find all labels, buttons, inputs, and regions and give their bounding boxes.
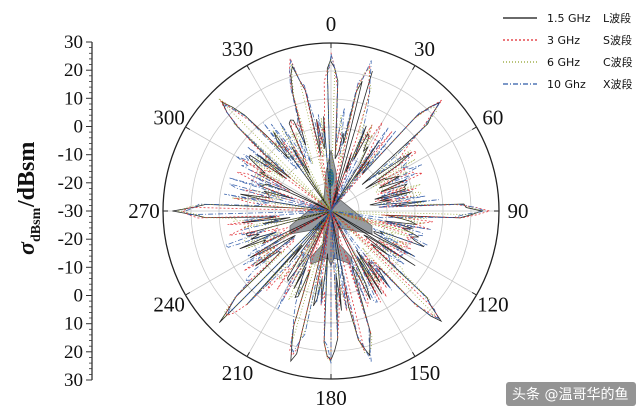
angle-tick-label: 210 <box>222 361 254 385</box>
legend-band: S波段 <box>603 33 632 47</box>
legend-label: 3 GHz <box>547 34 580 47</box>
radial-tick-label: -10 <box>58 257 83 278</box>
angle-tick-label: 270 <box>128 199 160 223</box>
angle-tick-label: 180 <box>315 386 347 410</box>
radial-tick-label: -30 <box>58 201 83 222</box>
angle-tick-mark <box>185 126 191 130</box>
angle-tick-mark <box>246 65 250 71</box>
legend-label: 6 GHz <box>547 56 580 69</box>
legend-label: 10 Ghz <box>547 78 586 91</box>
angle-tick-mark <box>412 65 416 71</box>
radial-tick-label: 20 <box>64 60 83 81</box>
angle-tick-label: 120 <box>477 293 509 317</box>
series-layer <box>172 52 492 364</box>
legend-label: 1.5 GHz <box>547 12 591 25</box>
grid-spoke <box>330 210 416 357</box>
angle-tick-label: 240 <box>153 293 185 317</box>
angle-tick-label: 150 <box>409 361 441 385</box>
grid-spoke <box>185 126 332 212</box>
angle-tick-label: 90 <box>508 199 529 223</box>
radial-tick-label: 30 <box>64 370 83 391</box>
legend-band: L波段 <box>603 11 631 25</box>
series-line <box>177 57 484 363</box>
radial-tick-label: 30 <box>64 32 83 53</box>
watermark: 头条 @温哥华的鱼 <box>506 382 636 406</box>
radial-tick-label: 10 <box>64 88 83 109</box>
angle-tick-mark <box>471 126 477 130</box>
angle-tick-label: 60 <box>482 106 503 130</box>
y-axis-unit: /dBsm <box>14 142 40 208</box>
radial-tick-label: 0 <box>74 286 84 307</box>
angle-tick-mark <box>246 351 250 357</box>
aircraft-canopy <box>328 169 334 187</box>
radial-tick-label: -20 <box>58 229 83 250</box>
radial-axis: 30 20 10 0 -10 -20 -30 -20 -10 0 10 20 30 <box>58 32 93 391</box>
legend: 1.5 GHz L波段 3 GHz S波段 6 GHz C波段 10 Ghz X波段 <box>503 11 633 91</box>
legend-band: X波段 <box>603 77 633 91</box>
angle-tick-label: 0 <box>326 12 337 36</box>
radial-tick-label: -10 <box>58 145 83 166</box>
y-axis-subscript: dBsm <box>29 207 44 242</box>
y-axis-symbol: σ <box>14 241 40 255</box>
angle-tick-mark <box>185 292 191 296</box>
series-line <box>172 58 484 363</box>
series-line <box>181 52 492 362</box>
watermark-bg <box>506 382 636 406</box>
angle-tick-labels: 0 30 60 90 120 150 180 210 240 270 300 330 <box>128 12 528 410</box>
y-axis-label: σ dBsm /dBsm <box>14 142 44 255</box>
radial-tick-label: 20 <box>64 342 83 363</box>
legend-band: C波段 <box>603 55 633 69</box>
watermark-text: 头条 @温哥华的鱼 <box>512 386 628 403</box>
angle-tick-label: 30 <box>414 37 435 61</box>
angle-tick-label: 330 <box>222 37 254 61</box>
radial-tick-label: 10 <box>64 314 83 335</box>
angle-tick-mark <box>412 351 416 357</box>
angle-tick-mark <box>471 292 477 296</box>
radial-tick-label: 0 <box>74 117 84 138</box>
series-line <box>184 53 486 364</box>
radial-tick-label: -20 <box>58 173 83 194</box>
angle-tick-label: 300 <box>153 106 185 130</box>
